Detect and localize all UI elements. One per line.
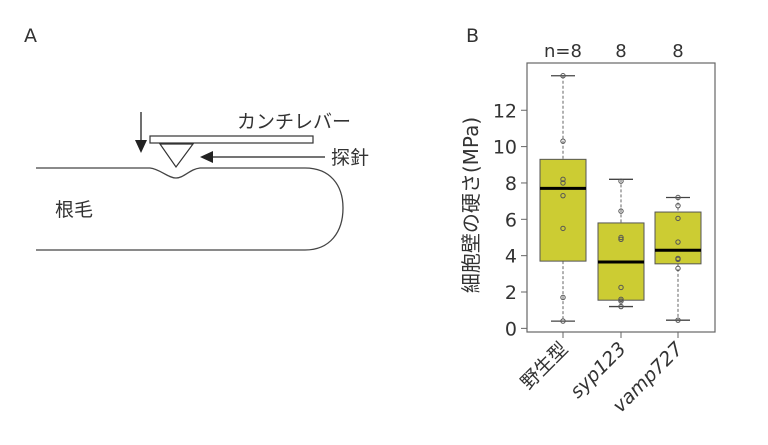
data-point xyxy=(560,318,566,324)
data-point xyxy=(675,255,681,262)
data-point xyxy=(618,298,624,304)
data-point xyxy=(675,317,681,323)
data-point xyxy=(675,202,681,209)
y-axis: 0 2 4 6 8 10 12 xyxy=(493,100,527,340)
y-tick-label: 8 xyxy=(505,173,517,195)
probe-tip xyxy=(158,143,195,169)
data-point xyxy=(675,194,681,201)
panel-b-chart: B 細胞壁の硬さ(MPa) 0 2 4 6 8 10 12 n=8 8 8 野生型syp123v… xyxy=(459,25,716,417)
y-tick-label: 10 xyxy=(493,137,517,159)
plot-frame xyxy=(526,62,716,333)
data-point xyxy=(675,239,681,245)
y-tick-label: 12 xyxy=(493,100,517,122)
data-point xyxy=(560,138,566,144)
data-point xyxy=(618,296,624,302)
box xyxy=(654,211,702,265)
y-tick-label: 4 xyxy=(505,246,517,268)
y-axis-label: 細胞壁の硬さ(MPa) xyxy=(459,117,483,293)
panel-a-label: A xyxy=(24,25,37,47)
data-point xyxy=(560,192,566,199)
data-point xyxy=(618,284,624,291)
data-point xyxy=(560,73,566,79)
data-point xyxy=(618,208,624,214)
y-tick-label: 6 xyxy=(505,209,517,231)
data-point xyxy=(618,236,624,243)
data-point xyxy=(618,303,624,310)
x-tick-label: 野生型 xyxy=(517,338,573,394)
root-hair-outline xyxy=(36,167,344,251)
n-label: n=8 xyxy=(544,41,582,62)
cantilever xyxy=(149,135,314,144)
box xyxy=(539,158,587,262)
n-label: 8 xyxy=(672,41,683,62)
data-point xyxy=(560,176,566,183)
data-point xyxy=(675,215,681,222)
probe-pointer-arrowhead xyxy=(200,151,213,163)
data-point xyxy=(618,178,624,184)
n-label: 8 xyxy=(615,41,626,62)
panel-a-diagram: A カンチレバー 探針 根毛 xyxy=(24,25,369,251)
cantilever-label: カンチレバー xyxy=(237,111,351,133)
data-point xyxy=(560,180,566,186)
data-point xyxy=(560,225,566,232)
root-hair-label: 根毛 xyxy=(55,199,93,221)
y-tick-label: 0 xyxy=(505,318,517,340)
data-point xyxy=(675,265,681,272)
y-tick-label: 2 xyxy=(505,282,517,304)
panel-b-label: B xyxy=(466,25,479,47)
force-arrowhead xyxy=(135,140,147,153)
probe-label: 探針 xyxy=(331,147,369,169)
boxplots: n=8 8 8 xyxy=(539,41,702,338)
data-point xyxy=(560,294,566,301)
data-point xyxy=(618,234,624,241)
